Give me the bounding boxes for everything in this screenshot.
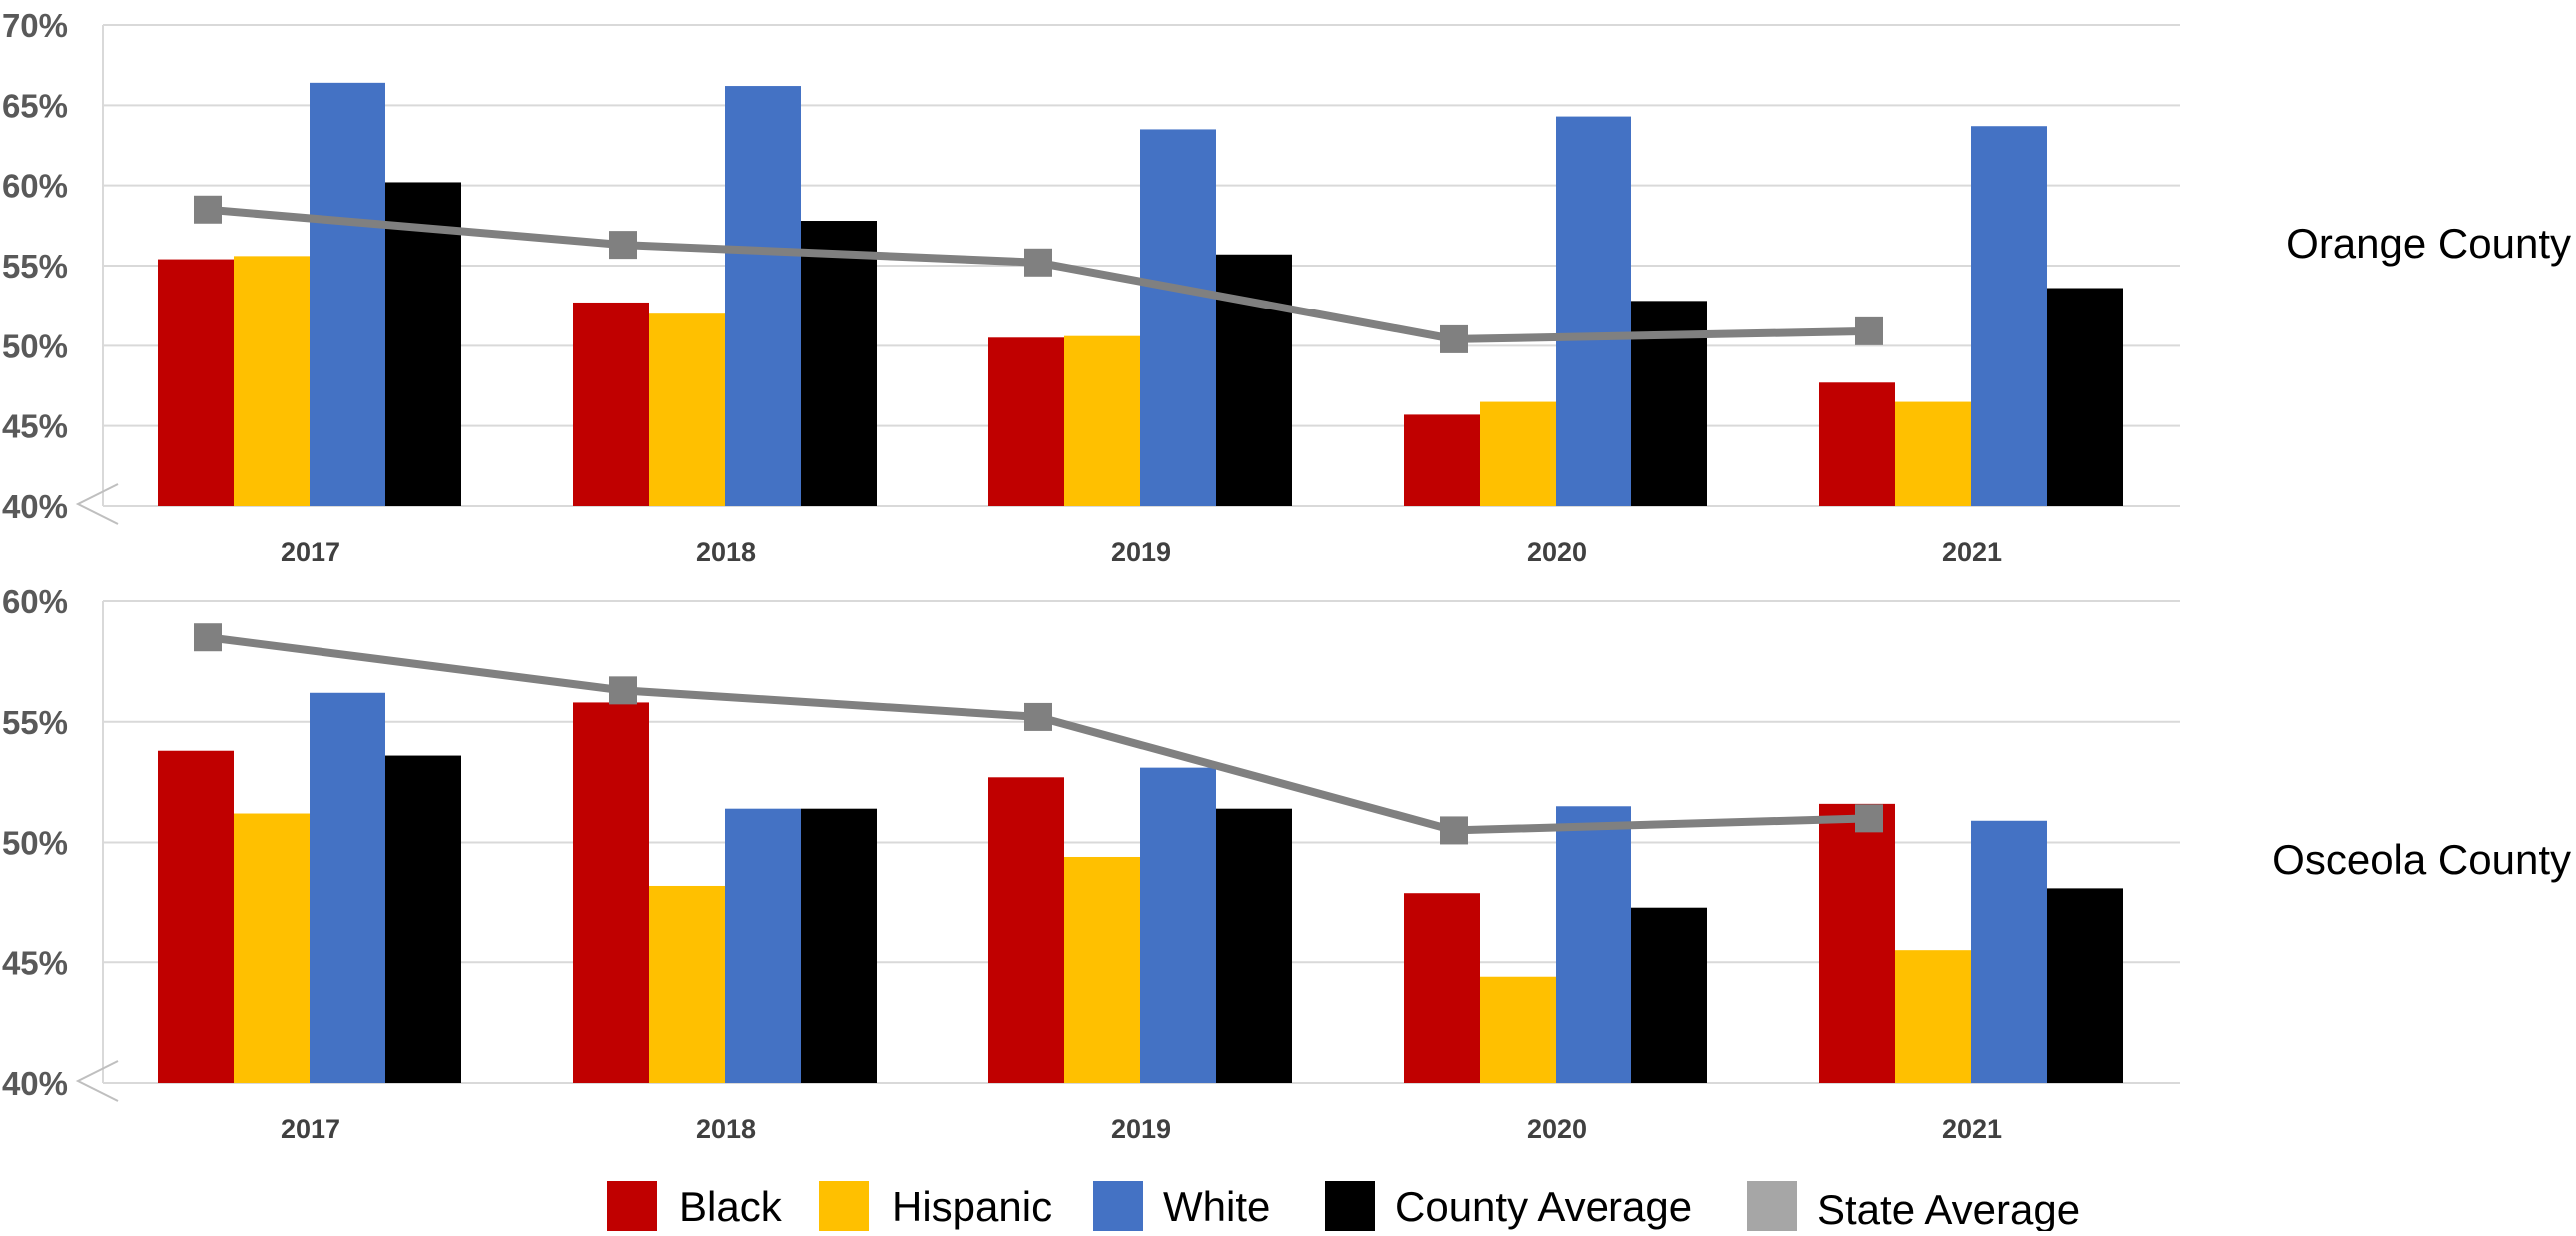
bar-black-2020 (1404, 893, 1480, 1083)
legend-label-state-average: State Average (1817, 1186, 2080, 1231)
bar-hispanic-2018 (649, 885, 725, 1083)
legend-label-black: Black (679, 1183, 783, 1230)
y-tick-label: 50% (2, 327, 68, 364)
y-tick-label: 40% (2, 1065, 68, 1102)
y-tick-label: 70% (2, 7, 68, 44)
x-tick-label: 2020 (1527, 1114, 1587, 1144)
bar-county-average-2019 (1216, 808, 1292, 1083)
state-average-point-2019 (1024, 248, 1052, 277)
bar-hispanic-2020 (1480, 976, 1556, 1083)
bar-white-2017 (310, 692, 385, 1083)
bar-hispanic-2021 (1895, 401, 1971, 506)
x-tick-label: 2021 (1942, 537, 2002, 567)
bar-hispanic-2019 (1064, 856, 1140, 1083)
x-tick-label: 2019 (1111, 537, 1171, 567)
bar-white-2019 (1140, 129, 1216, 506)
bar-black-2018 (573, 302, 649, 506)
legend-label-white: White (1163, 1183, 1270, 1230)
bar-black-2019 (988, 337, 1064, 506)
bar-hispanic-2018 (649, 313, 725, 506)
x-tick-label: 2020 (1527, 537, 1587, 567)
bar-white-2020 (1556, 806, 1631, 1083)
x-tick-label: 2021 (1942, 1114, 2002, 1144)
bar-white-2018 (725, 86, 801, 506)
bar-black-2021 (1819, 803, 1895, 1083)
bar-white-2017 (310, 82, 385, 506)
y-tick-label: 60% (2, 583, 68, 620)
legend-swatch-hispanic (819, 1181, 869, 1231)
x-tick-label: 2017 (281, 1114, 340, 1144)
axis-break-marker (75, 483, 119, 525)
legend-swatch-black (607, 1181, 657, 1231)
bar-hispanic-2019 (1064, 335, 1140, 506)
x-tick-label: 2018 (696, 1114, 756, 1144)
legend-swatch-state-average (1747, 1181, 1797, 1231)
bar-county-average-2017 (385, 755, 461, 1083)
bar-black-2021 (1819, 382, 1895, 506)
bar-black-2020 (1404, 414, 1480, 506)
bar-black-2017 (158, 259, 234, 506)
bar-county-average-2021 (2047, 888, 2123, 1083)
bar-county-average-2017 (385, 182, 461, 506)
y-tick-label: 45% (2, 408, 68, 445)
bar-county-average-2020 (1631, 907, 1707, 1083)
bar-county-average-2018 (801, 221, 877, 506)
y-tick-label: 65% (2, 87, 68, 124)
state-average-point-2018 (609, 676, 637, 705)
y-tick-label: 55% (2, 248, 68, 285)
bar-white-2019 (1140, 767, 1216, 1083)
state-average-point-2017 (194, 195, 222, 224)
axis-break-marker (75, 1060, 119, 1102)
legend-label-hispanic: Hispanic (892, 1183, 1052, 1230)
legend-label-county-average: County Average (1395, 1183, 1692, 1230)
bar-hispanic-2021 (1895, 950, 1971, 1083)
y-tick-label: 40% (2, 488, 68, 525)
bar-county-average-2018 (801, 808, 877, 1083)
bar-hispanic-2017 (234, 813, 310, 1083)
y-tick-label: 55% (2, 704, 68, 741)
legend-swatch-white (1093, 1181, 1143, 1231)
bar-black-2019 (988, 777, 1064, 1083)
state-average-point-2019 (1024, 702, 1052, 731)
panel-label: Orange County (2286, 220, 2571, 267)
state-average-point-2020 (1440, 324, 1468, 353)
y-tick-label: 60% (2, 168, 68, 205)
bar-white-2020 (1556, 116, 1631, 506)
y-tick-label: 50% (2, 825, 68, 862)
bar-hispanic-2020 (1480, 401, 1556, 506)
bar-black-2018 (573, 702, 649, 1083)
bar-county-average-2019 (1216, 254, 1292, 506)
panel-label: Osceola County (2272, 836, 2571, 883)
bar-black-2017 (158, 750, 234, 1083)
state-average-point-2020 (1440, 816, 1468, 845)
orange-county-panel: 40% 45% 50% 55% 60% 65% 70% 2017 2018 2019 2020 202… (2, 7, 2571, 567)
state-average-point-2021 (1855, 804, 1883, 833)
bar-white-2021 (1971, 820, 2047, 1083)
state-average-point-2021 (1855, 316, 1883, 345)
legend-swatch-county-average (1325, 1181, 1375, 1231)
x-tick-label: 2018 (696, 537, 756, 567)
state-average-point-2018 (609, 231, 637, 260)
x-tick-label: 2019 (1111, 1114, 1171, 1144)
y-tick-label: 45% (2, 944, 68, 981)
bar-white-2021 (1971, 126, 2047, 506)
osceola-county-panel: 40% 45% 50% 55% 60% 2017 2018 2019 2020 2021 Osceo… (2, 583, 2571, 1144)
chart-legend: Black Hispanic White County Average Stat… (607, 1181, 2080, 1233)
bar-hispanic-2017 (234, 256, 310, 506)
state-average-point-2017 (194, 623, 222, 652)
bar-white-2018 (725, 808, 801, 1083)
bar-county-average-2021 (2047, 288, 2123, 506)
x-tick-label: 2017 (281, 537, 340, 567)
